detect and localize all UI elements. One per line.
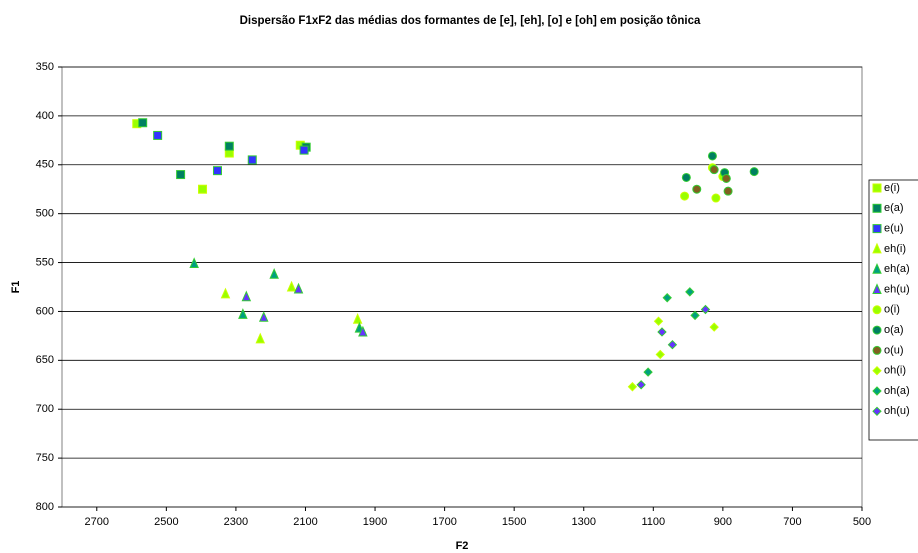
marker [692,184,702,194]
legend-label: oh(u) [884,405,910,417]
legend-label: eh(a) [884,263,910,275]
x-tick-label: 1300 [571,516,595,528]
legend-label: eh(u) [884,283,910,295]
marker [352,313,363,324]
legend-marker [872,203,882,213]
y-tick-label: 550 [36,256,54,268]
x-tick-label: 1900 [363,516,387,528]
x-axis-label: F2 [456,540,469,552]
marker [138,118,148,128]
marker [255,332,266,344]
y-tick-label: 450 [36,159,54,171]
legend-marker [872,305,882,315]
y-tick-label: 650 [36,354,54,366]
marker [655,349,665,360]
marker [224,141,234,151]
marker [258,311,269,322]
marker [662,293,672,303]
legend-marker [872,406,882,417]
x-tick-label: 500 [853,516,871,528]
y-tick-label: 400 [36,110,54,122]
x-tick-label: 2500 [154,516,178,528]
marker [293,282,304,294]
marker [238,308,248,319]
marker [680,191,690,201]
marker [667,339,678,350]
marker [709,165,719,175]
x-tick-label: 2700 [85,516,109,528]
legend-label: e(i) [884,182,900,194]
marker [241,290,252,302]
x-tick-label: 2100 [293,516,317,528]
marker [286,280,297,292]
marker [690,310,700,321]
plot-area [61,66,863,508]
y-tick-label: 600 [36,305,54,317]
legend-marker [872,345,882,355]
marker [220,287,231,299]
y-tick-label: 350 [36,61,54,73]
y-tick-label: 500 [36,208,54,220]
marker [247,155,257,165]
marker [643,367,653,377]
marker [723,186,733,196]
legend-label: e(a) [884,202,904,214]
x-tick-label: 900 [714,516,732,528]
marker [711,193,721,203]
y-tick-label: 750 [36,452,54,464]
x-tick-label: 700 [783,516,801,528]
marker [721,173,731,183]
legend-label: e(u) [884,223,904,235]
marker [681,172,691,182]
legend-label: o(u) [884,344,904,356]
marker [653,316,664,326]
marker [189,257,199,269]
x-tick-label: 1500 [502,516,526,528]
marker [749,167,759,177]
legend-marker [872,183,882,193]
marker [627,382,638,392]
marker [198,184,208,194]
marker [636,380,646,390]
marker [657,327,667,337]
marker [299,145,309,155]
marker [358,325,368,337]
legend-label: eh(i) [884,243,906,255]
marker [269,268,279,279]
legend-marker [872,365,882,376]
legend-label: o(i) [884,304,900,316]
marker [153,130,163,140]
y-axis-label: F1 [10,281,22,294]
marker [212,166,222,176]
marker [707,151,717,161]
legend-marker [872,386,882,396]
legend-marker [872,242,882,254]
marker [709,322,719,332]
legend-marker [872,283,882,294]
x-tick-label: 1100 [641,516,665,528]
legend-label: oh(a) [884,385,910,397]
chart-title: Dispersão F1xF2 das médias dos formantes… [240,15,701,27]
y-tick-label: 800 [36,501,54,513]
legend-label: oh(i) [884,365,906,377]
legend-label: o(a) [884,324,904,336]
marker [700,304,711,315]
marker [685,287,695,297]
legend-marker [872,262,882,274]
legend-marker [872,224,882,234]
marker [176,170,186,180]
legend-marker [872,325,882,335]
y-tick-label: 700 [36,403,54,415]
x-tick-label: 2300 [224,516,248,528]
x-tick-label: 1700 [432,516,456,528]
